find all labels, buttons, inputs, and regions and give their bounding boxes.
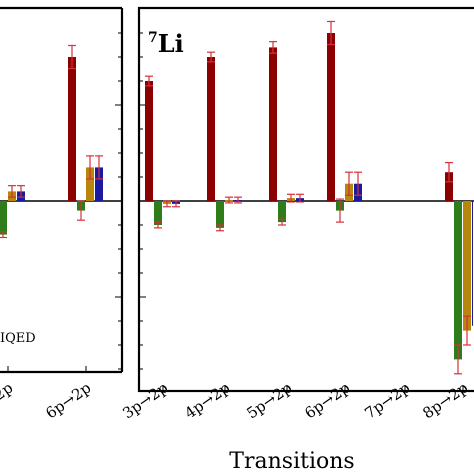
element-label: 7Li	[148, 29, 184, 58]
right-panel-bars	[145, 20, 473, 375]
bar	[0, 201, 7, 235]
bar	[472, 201, 473, 326]
element-mass-number: 7	[148, 30, 158, 46]
bar	[95, 167, 103, 201]
left-panel-ticks	[115, 32, 122, 370]
bar	[445, 172, 453, 201]
bar	[86, 167, 94, 201]
right-panel-ticks	[139, 32, 146, 370]
bar	[207, 57, 215, 201]
left-panel: 2p 6p→2p IQED	[0, 6, 124, 422]
x-axis-label: Transitions	[229, 449, 354, 474]
bar	[154, 201, 162, 225]
bar	[269, 47, 277, 202]
bar	[454, 201, 462, 360]
left-legend-fragment: IQED	[0, 331, 36, 346]
left-panel-tick-labels: 2p 6p→2p	[0, 366, 94, 422]
bar	[327, 33, 335, 201]
element-symbol: Li	[158, 29, 184, 58]
bar	[216, 201, 224, 228]
left-panel-bars	[0, 44, 103, 239]
bar	[68, 57, 76, 201]
bar	[463, 201, 471, 331]
bar	[145, 81, 153, 201]
right-panel-frame	[137, 6, 474, 393]
x-tick-label: 2p	[0, 379, 16, 405]
bar	[278, 201, 286, 223]
x-tick-label: 6p→2p	[42, 379, 94, 423]
